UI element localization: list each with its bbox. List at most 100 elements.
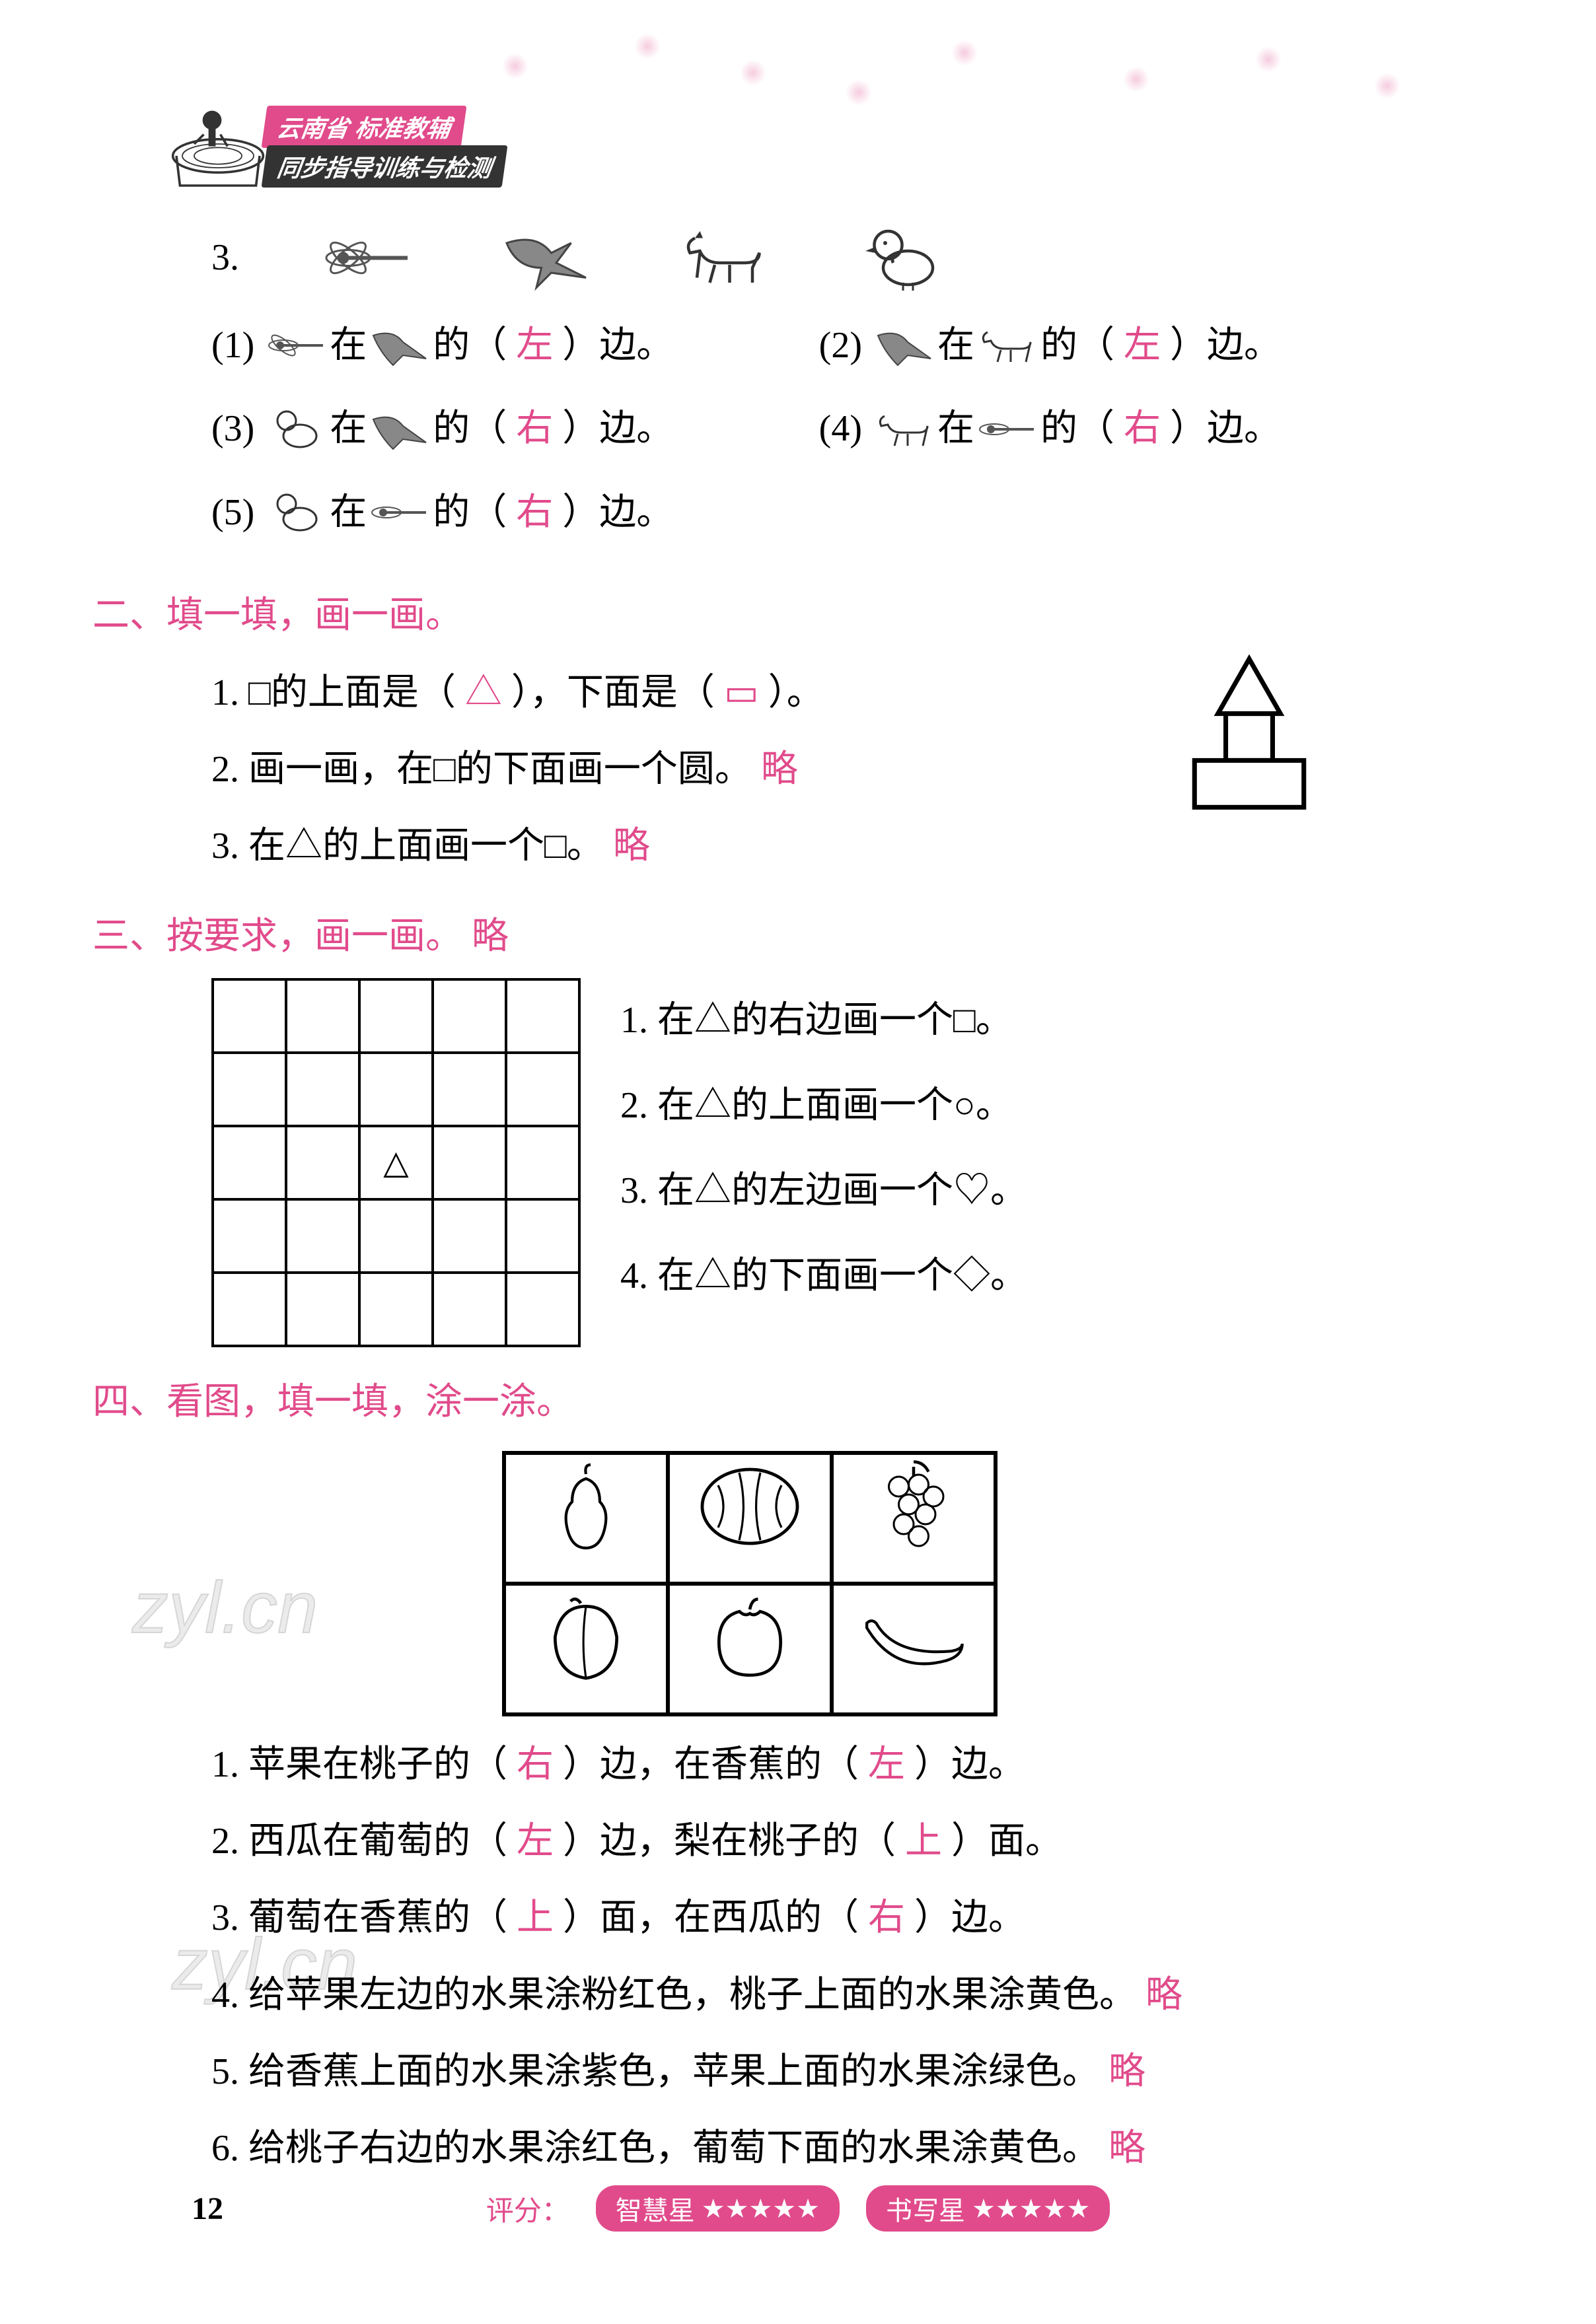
grid-mark: △ <box>359 1126 433 1199</box>
dragonfly-icon <box>318 218 417 297</box>
star-icon: ★★★★★ <box>702 2193 820 2224</box>
answer: 左 <box>517 1821 554 1862</box>
text: 5. 给香蕉上面的水果涂紫色，苹果上面的水果涂绿色。 <box>211 2051 1099 2092</box>
text: ） <box>1161 310 1207 380</box>
duck-icon <box>264 406 330 452</box>
answer: 左 <box>1124 310 1161 380</box>
answer: 右 <box>516 477 553 547</box>
page: 云南省 标准教辅 同步指导训练与检测 3. <box>0 0 1596 2324</box>
stump-icon <box>159 73 277 192</box>
answer: 右 <box>1124 394 1161 464</box>
label: (1) <box>211 310 254 380</box>
sec4-line-5: 5. 给香蕉上面的水果涂紫色，苹果上面的水果涂绿色。 略 <box>211 2037 1477 2107</box>
petal <box>1255 46 1282 73</box>
writing-star-pill: 书写星 ★★★★★ <box>866 2185 1110 2232</box>
petal <box>740 59 766 86</box>
swallow-icon <box>871 322 937 369</box>
sec4-line-3: 3. 葡萄在香蕉的（ 上 ）面，在西瓜的（ 右 ）边。 <box>211 1883 1477 1953</box>
q3-line-1: (1) 在 的（ 左 ）边。 <box>211 310 819 380</box>
grapes-icon <box>832 1453 996 1584</box>
petal <box>1374 73 1400 99</box>
text: 在 <box>937 394 974 464</box>
text: 的（ <box>1040 394 1124 464</box>
text: 4. 给苹果左边的水果涂粉红色，桃子上面的水果涂黄色。 <box>211 1975 1136 2016</box>
label: (4) <box>819 394 862 464</box>
q3-line-2: (2) 在 的（ 左 ）边。 <box>819 310 1427 380</box>
fruit-grid <box>502 1451 998 1716</box>
dragonfly-icon <box>264 322 330 369</box>
q3-line-3: (3) 在 的（ 右 ）边。 <box>211 394 819 464</box>
text: ）。 <box>768 672 824 713</box>
label: (5) <box>211 477 254 547</box>
swallow-icon <box>497 218 596 297</box>
text: 2. 画一画，在□的下面画一个圆。 <box>211 749 752 790</box>
answer: 左 <box>868 1744 905 1785</box>
text: 的（ <box>433 477 516 547</box>
text: ） <box>553 310 599 380</box>
text: 边。 <box>1207 310 1281 380</box>
logo: 云南省 标准教辅 同步指导训练与检测 <box>159 73 568 198</box>
petal <box>846 79 872 106</box>
q3-block: 3. <box>211 218 1477 297</box>
text: ）边，在香蕉的（ <box>563 1744 859 1785</box>
logo-banner-1: 云南省 标准教辅 <box>262 106 467 148</box>
text: 在 <box>937 310 974 380</box>
text: 三、按要求，画一画。 <box>92 916 462 957</box>
answer: 右 <box>517 1744 554 1785</box>
text: 的（ <box>433 310 516 380</box>
horse-icon <box>871 406 937 452</box>
answer: 上 <box>517 1897 554 1938</box>
swallow-icon <box>367 322 433 369</box>
text: 边。 <box>599 477 673 547</box>
answer: 略 <box>613 826 650 866</box>
answer: 略 <box>472 916 509 957</box>
answer: △ <box>465 672 502 713</box>
sec4-line-1: 1. 苹果在桃子的（ 右 ）边，在香蕉的（ 左 ）边。 <box>211 1730 1477 1800</box>
page-number: 12 <box>192 2191 223 2227</box>
swallow-icon <box>367 406 433 452</box>
score-label: 评分： <box>486 2189 569 2229</box>
list-item: 1. 在△的右边画一个□。 <box>620 978 1027 1063</box>
answer: 略 <box>1108 2051 1145 2092</box>
q3-line-4: (4) 在 的（ 右 ）边。 <box>819 394 1427 464</box>
content: 3. (1) 在 的（ <box>132 218 1477 2184</box>
petal <box>951 40 978 66</box>
footer: 12 评分： 智慧星 ★★★★★ 书写星 ★★★★★ <box>0 2185 1596 2232</box>
section-3-body: △ 1. 在△的右边画一个□。 2. 在△的上面画一个○。 3. 在△的左边画一… <box>211 978 1477 1347</box>
text: 3. 在△的上面画一个□。 <box>211 826 604 866</box>
text: 边。 <box>599 310 673 380</box>
pear-icon <box>504 1453 668 1584</box>
section-3-list: 1. 在△的右边画一个□。 2. 在△的上面画一个○。 3. 在△的左边画一个♡… <box>620 978 1027 1318</box>
watermark: zyl.cn <box>132 1539 318 1677</box>
answer: 左 <box>516 310 553 380</box>
text: 1. □的上面是（ <box>211 672 456 713</box>
grid-5x5: △ <box>211 978 581 1347</box>
star-icon: ★★★★★ <box>972 2193 1090 2224</box>
duck-icon <box>264 489 330 536</box>
answer: 右 <box>516 394 553 464</box>
wisdom-star-pill: 智慧星 ★★★★★ <box>596 2185 840 2232</box>
list-item: 2. 在△的上面画一个○。 <box>620 1063 1027 1148</box>
dragonfly-icon <box>974 406 1040 452</box>
peach-icon <box>504 1584 668 1714</box>
text: 边。 <box>599 394 673 464</box>
section-3-heading: 三、按要求，画一画。 略 <box>92 901 1477 971</box>
answer: 右 <box>868 1897 905 1938</box>
text: ）面，在西瓜的（ <box>563 1897 859 1938</box>
text: ）边。 <box>914 1744 1025 1785</box>
text: 边。 <box>1207 394 1281 464</box>
horse-icon <box>675 218 774 297</box>
sec4-line-2: 2. 西瓜在葡萄的（ 左 ）边，梨在桃子的（ 上 ）面。 <box>211 1806 1477 1876</box>
text: 6. 给桃子右边的水果涂红色，葡萄下面的水果涂黄色。 <box>211 2128 1099 2169</box>
list-item: 4. 在△的下面画一个◇。 <box>620 1234 1027 1319</box>
label: (3) <box>211 394 254 464</box>
text: ）边，梨在桃子的（ <box>563 1821 896 1862</box>
pill-label: 智慧星 <box>616 2189 695 2228</box>
petal <box>634 33 661 59</box>
q3-answers: (1) 在 的（ 左 ）边。 (2) 在 的（ 左 ）边。 (3) <box>211 310 1477 561</box>
q3-line-5: (5) 在 的（ 右 ）边。 <box>211 477 819 547</box>
sec4-line-6: 6. 给桃子右边的水果涂红色，葡萄下面的水果涂黄色。 略 <box>211 2113 1477 2183</box>
section-2-heading: 二、填一填，画一画。 <box>92 581 1477 651</box>
q3-number: 3. <box>211 223 239 293</box>
list-item: 3. 在△的左边画一个♡。 <box>620 1148 1027 1234</box>
